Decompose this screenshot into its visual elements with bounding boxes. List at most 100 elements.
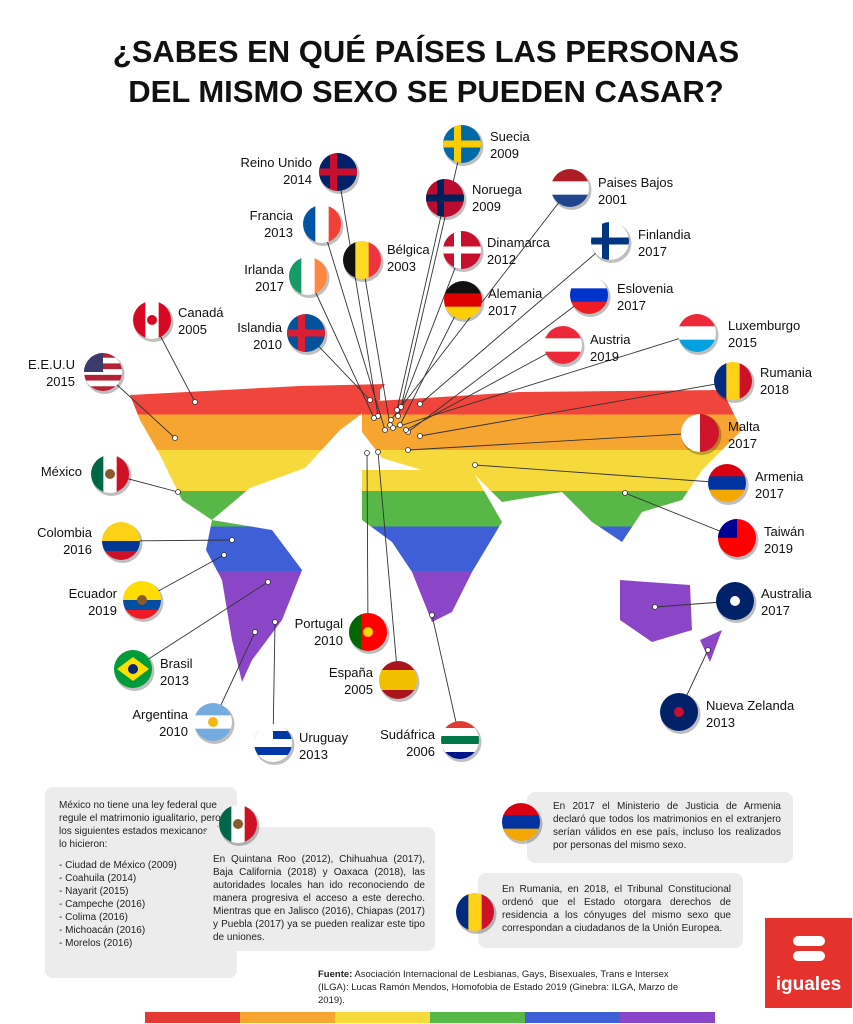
map-point	[364, 450, 370, 456]
flag-stripe	[84, 386, 122, 391]
flag-stripe	[714, 362, 727, 400]
flag	[123, 581, 161, 619]
flag-stripe	[739, 362, 752, 400]
leader-line	[407, 432, 701, 451]
flag-stripe	[444, 293, 482, 308]
map-point	[417, 401, 423, 407]
flag-stripe	[116, 455, 129, 493]
country-year: 2012	[487, 252, 516, 267]
flag	[91, 455, 129, 493]
country-name: Argentina	[132, 707, 188, 722]
flag-stripe	[570, 301, 608, 314]
flag-stripe	[681, 414, 701, 452]
leader-line	[407, 294, 590, 433]
flag-stripe	[91, 455, 104, 493]
flag-stripe	[343, 241, 356, 279]
country-name: Bélgica	[387, 242, 430, 257]
map-point	[472, 462, 478, 468]
flag	[714, 362, 752, 400]
flag-emblem	[730, 596, 740, 606]
flag-cross	[443, 246, 481, 254]
country-year: 2016	[63, 542, 92, 557]
flag-stripe	[374, 613, 387, 651]
country-year: 2017	[488, 303, 517, 318]
flag-stripe	[84, 374, 122, 382]
flag-stripe	[254, 747, 292, 756]
flag	[544, 326, 582, 364]
note-text: En Quintana Roo (2012), Chihuahua (2017)…	[213, 854, 425, 943]
country-name: Brasil	[160, 656, 193, 671]
flag-cross	[287, 329, 325, 337]
world-map	[130, 384, 742, 682]
flag-stripe	[441, 736, 479, 745]
country-name: España	[329, 665, 374, 680]
flag-stripe	[194, 728, 232, 741]
map-point	[394, 407, 400, 413]
country-name: Malta	[728, 419, 761, 434]
flag-stripe	[349, 613, 362, 651]
country-year: 2017	[255, 279, 284, 294]
romania-note: En Rumania, en 2018, el Tribunal Constit…	[478, 873, 743, 948]
flag-stripe	[570, 288, 608, 303]
flag-stripe	[314, 257, 327, 295]
leader-line	[431, 614, 461, 741]
map-point	[395, 413, 401, 419]
map-point	[229, 537, 235, 543]
rainbow-bar	[145, 1012, 240, 1023]
flag-stripe	[544, 326, 582, 339]
rainbow-bar	[430, 1012, 525, 1023]
flag-stripe	[254, 755, 292, 762]
flag-cross	[443, 140, 481, 148]
logo-text: iguales	[775, 974, 842, 995]
map-point	[272, 619, 278, 625]
country-name: Finlandia	[638, 227, 692, 242]
state-item: Morelos (2016)	[59, 937, 225, 950]
flag	[444, 281, 482, 319]
rainbow-bar	[620, 1012, 715, 1023]
country-year: 2013	[299, 747, 328, 762]
note-text: México no tiene una ley federal que regu…	[59, 800, 221, 850]
map-point	[652, 604, 658, 610]
note-text: En 2017 el Ministerio de Justicia de Arm…	[553, 801, 781, 851]
leader-line	[132, 581, 269, 670]
flag-stripe	[303, 205, 316, 243]
map-point	[192, 399, 198, 405]
country-year: 2010	[253, 337, 282, 352]
flag-stripe	[444, 306, 482, 319]
flag	[303, 205, 341, 243]
flag-stripe	[678, 314, 716, 327]
country-year: 2009	[472, 199, 501, 214]
leader-lines	[102, 143, 738, 744]
map-point	[403, 427, 409, 433]
state-item: Colima (2016)	[59, 911, 225, 924]
flag-stripe	[678, 339, 716, 352]
country-year: 2019	[764, 541, 793, 556]
leader-line	[419, 240, 611, 405]
state-item: Nayarit (2015)	[59, 885, 225, 898]
country-name: Noruega	[472, 182, 523, 197]
flag	[718, 519, 756, 557]
map-point	[367, 397, 373, 403]
flag-cross	[591, 237, 629, 245]
country-year: 2001	[598, 192, 627, 207]
map-point	[417, 433, 423, 439]
map-points	[172, 397, 711, 653]
flag-stripe	[102, 522, 140, 532]
map-point	[221, 552, 227, 558]
country-year: 2013	[160, 673, 189, 688]
flag-stripe	[355, 241, 370, 279]
flag-stripe	[289, 257, 302, 295]
country-year: 2005	[344, 682, 373, 697]
country-name: Irlanda	[244, 262, 285, 277]
flag	[287, 314, 325, 352]
country-name: Ecuador	[69, 586, 118, 601]
flag-stripe	[368, 241, 381, 279]
country-name: Eslovenia	[617, 281, 674, 296]
map-point	[405, 447, 411, 453]
note-text: En Rumania, en 2018, el Tribunal Constit…	[502, 884, 731, 934]
country-name: Australia	[761, 586, 812, 601]
flag	[570, 276, 608, 314]
flag-stripe	[708, 489, 746, 502]
